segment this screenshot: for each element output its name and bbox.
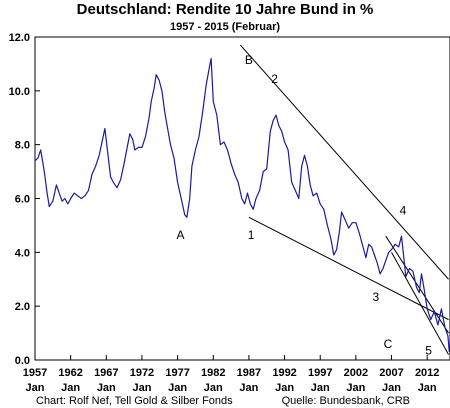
y-axis: 12.0 10.0 8.0 6.0 4.0 2.0 0.0 [9,32,40,367]
annotation-layer: A 1 B 2 3 4 C 5 [176,53,432,358]
x-tick-year-label: 1962 [58,367,82,379]
annotation-label: 2 [271,72,278,86]
chart-subtitle: 1957 - 2015 (Februar) [170,21,280,33]
x-tick-month-label: Jan [26,382,45,394]
annotation-label: C [384,337,393,351]
x-tick-year-label: 1997 [308,367,332,379]
y-tick-label: 6.0 [15,194,30,206]
x-tick-month-label: Jan [311,382,330,394]
annotation-label: 5 [425,344,432,358]
y-tick-label: 8.0 [15,140,30,152]
x-axis: 1957 Jan 1962 Jan 1967 Jan 1972 Jan 1977 Jan 1982 J… [23,355,439,394]
x-tick-year-label: 1967 [94,367,118,379]
x-tick-month-label: Jan [275,382,294,394]
annotation-label: 4 [400,204,407,218]
x-tick-year-label: 2002 [344,367,368,379]
chart-title: Deutschland: Rendite 10 Jahre Bund in % [77,1,374,18]
trend-line [239,44,449,280]
x-tick-year-label: 1992 [272,367,296,379]
y-tick-label: 0.0 [15,355,30,367]
annotation-label: A [176,228,184,242]
x-tick-year-label: 1972 [130,367,154,379]
x-tick-month-label: Jan [418,382,437,394]
x-tick-month-label: Jan [346,382,365,394]
x-tick-month-label: Jan [204,382,223,394]
x-tick-month-label: Jan [168,382,187,394]
chart-source-note: Chart: Rolf Nef, Tell Gold & Silber Fond… [36,395,233,407]
series-layer [34,57,450,352]
annotation-label: B [245,53,253,67]
x-tick-year-label: 1982 [201,367,225,379]
x-tick-month-label: Jan [382,382,401,394]
x-tick-month-label: Jan [61,382,80,394]
y-tick-label: 12.0 [9,32,30,44]
x-tick-year-label: 2007 [379,367,403,379]
y-tick-label: 4.0 [15,247,30,259]
yield-series-line [34,57,450,352]
annotation-label: 1 [248,228,255,242]
y-tick-label: 10.0 [9,86,30,98]
trend-line [248,216,449,321]
x-tick-month-label: Jan [239,382,258,394]
annotation-label: 3 [372,290,379,304]
plot-frame [34,36,450,361]
x-tick-month-label: Jan [97,382,116,394]
trend-lines [239,44,450,355]
trend-line [391,252,450,355]
data-source-note: Quelle: Bundesbank, CRB [282,395,410,407]
x-tick-year-label: 1957 [23,367,47,379]
x-tick-month-label: Jan [132,382,151,394]
x-tick-year-label: 1987 [237,367,261,379]
y-tick-label: 2.0 [15,301,30,313]
x-tick-year-label: 1977 [165,367,189,379]
trend-line [385,235,449,334]
x-tick-year-label: 2012 [415,367,439,379]
